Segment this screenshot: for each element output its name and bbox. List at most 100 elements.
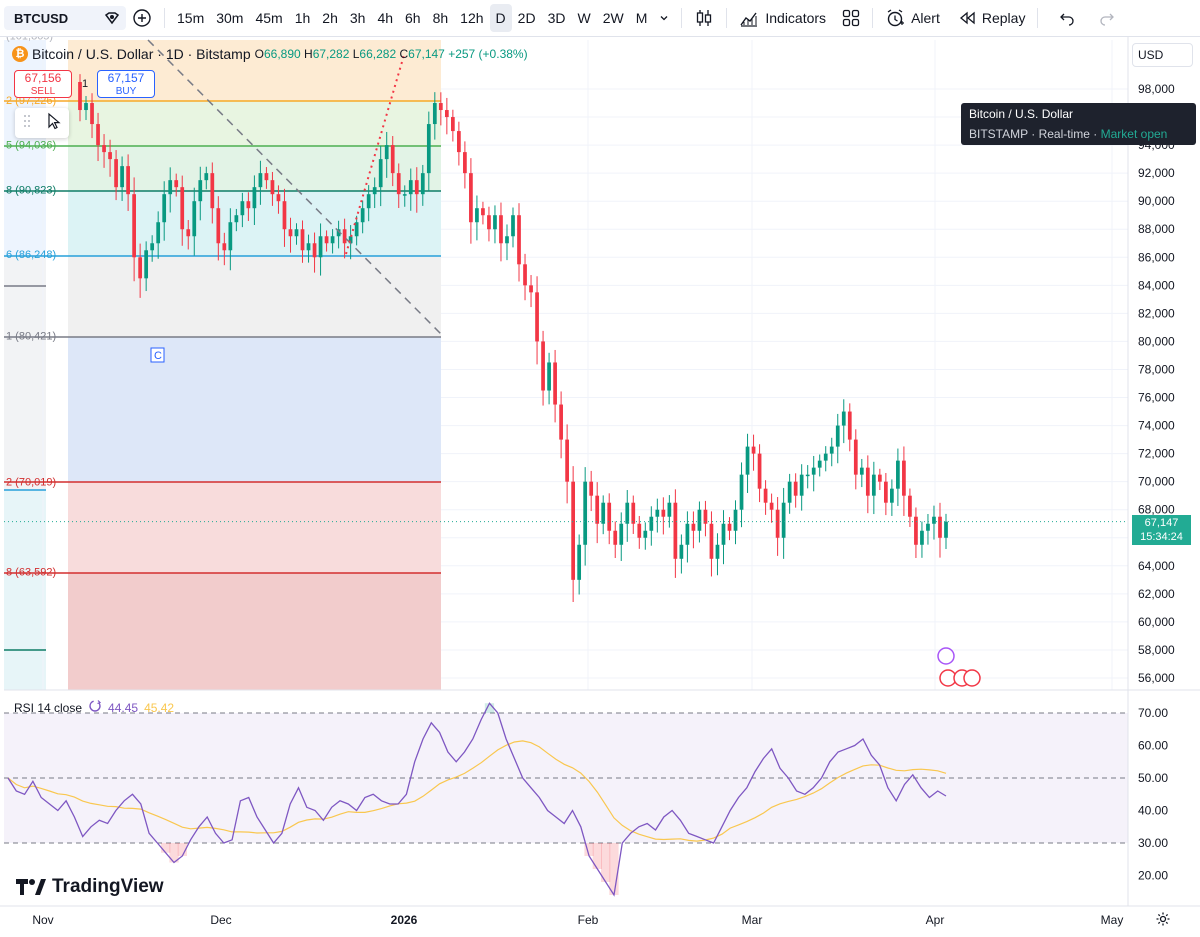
alarm-clock-icon (885, 8, 905, 28)
interval-w[interactable]: W (577, 10, 591, 26)
symbol-search-button[interactable]: BTCUSD (4, 6, 126, 30)
more-intervals-chevron-icon[interactable] (653, 4, 675, 32)
candle (252, 187, 257, 209)
ohlc-values: O66,890 H67,282 L66,282 C67,147 +257 (+0… (254, 47, 528, 61)
candles-chart-type-icon[interactable] (688, 4, 720, 32)
candle (282, 201, 287, 230)
candle (751, 446, 756, 454)
candle (523, 264, 527, 286)
fib-level-label: 1 (80,421) (6, 331, 56, 343)
interval-m[interactable]: M (635, 10, 648, 26)
price-tick-label: 80,000 (1138, 334, 1175, 348)
candle (679, 544, 684, 559)
candle (294, 229, 299, 237)
layout-grid-icon[interactable] (836, 4, 866, 32)
candle (90, 103, 94, 125)
candle (745, 446, 750, 475)
candle (198, 180, 203, 202)
candle (372, 187, 377, 195)
price-tick-label: 86,000 (1138, 250, 1175, 264)
candle (408, 180, 413, 195)
alert-button[interactable]: Alert (879, 4, 946, 32)
candle (553, 362, 557, 405)
interval-2h[interactable]: 2h (322, 10, 338, 26)
candle (547, 362, 551, 391)
interval-3d[interactable]: 3D (547, 10, 566, 26)
redo-icon[interactable] (1092, 4, 1122, 32)
candle (841, 411, 846, 426)
candle (775, 509, 780, 538)
candle (270, 180, 275, 195)
refresh-icon[interactable] (88, 699, 102, 716)
candle (902, 460, 906, 496)
interval-2d[interactable]: 2D (517, 10, 536, 26)
candle (114, 159, 118, 188)
candle (625, 502, 630, 524)
replay-button[interactable]: Replay (952, 4, 1032, 32)
rewind-icon (958, 9, 976, 27)
cursor-arrow-icon[interactable] (46, 112, 62, 135)
rsi-tick-label: 70.00 (1138, 706, 1168, 720)
floating-drawing-toolbar[interactable] (15, 108, 69, 138)
candle (192, 201, 197, 237)
interval-1h[interactable]: 1h (294, 10, 311, 26)
candle (535, 292, 539, 342)
interval-45m[interactable]: 45m (255, 10, 283, 26)
undo-icon[interactable] (1052, 4, 1082, 32)
interval-2w[interactable]: 2W (602, 10, 624, 26)
bitcoin-icon: ₿ (12, 46, 28, 62)
candle (186, 229, 191, 237)
tradingview-logo[interactable]: TradingView (16, 876, 164, 898)
indicators-icon (739, 8, 759, 28)
candle (264, 173, 269, 181)
price-tick-label: 84,000 (1138, 278, 1175, 292)
interval-d[interactable]: D (489, 4, 512, 32)
candle (216, 208, 221, 244)
add-symbol-icon[interactable] (126, 4, 158, 32)
price-tick-label: 70,000 (1138, 475, 1175, 489)
favorite-icon[interactable] (104, 10, 120, 29)
settings-icon[interactable] (1155, 911, 1171, 932)
interval-30m[interactable]: 30m (216, 10, 244, 26)
indicators-button[interactable]: Indicators (733, 4, 832, 32)
toolbar-divider (726, 8, 728, 28)
interval-12h[interactable]: 12h (460, 10, 484, 26)
candle (222, 243, 227, 251)
marker-box (150, 347, 165, 363)
logo-text: TradingView (52, 876, 164, 897)
candle (457, 131, 461, 153)
drawings-layer (4, 40, 46, 690)
fib-band (68, 573, 441, 690)
candle (499, 215, 503, 244)
candle (487, 215, 491, 230)
interval-15m[interactable]: 15m (177, 10, 205, 26)
candle (150, 243, 155, 251)
price-axis: 98,00096,00094,00092,00090,00088,00086,0… (1127, 37, 1200, 900)
interval-4h[interactable]: 4h (377, 10, 394, 26)
candle (805, 474, 810, 477)
candle (763, 488, 768, 503)
price-chart[interactable]: (101,805)2 (97,226)5 (94,036)8 (90,823)6… (0, 37, 1200, 937)
drag-handle-icon[interactable] (23, 114, 31, 133)
candle (896, 460, 900, 489)
interval-8h[interactable]: 8h (432, 10, 449, 26)
candle (697, 509, 702, 531)
buy-price: 67,157 (107, 71, 145, 85)
candle (288, 229, 293, 237)
interval-6h[interactable]: 6h (405, 10, 421, 26)
legend-title[interactable]: Bitcoin / U.S. Dollar · 1D · Bitstamp (32, 46, 251, 62)
toolbar-divider (681, 8, 683, 28)
buy-button[interactable]: 67,157 BUY (97, 70, 155, 98)
currency-selector[interactable]: USD (1132, 43, 1193, 67)
candle (938, 516, 942, 538)
rsi-title[interactable]: RSI 14 close (14, 700, 83, 715)
candle (871, 474, 876, 496)
rsi-axis-bg (1129, 692, 1200, 900)
price-tick-label: 72,000 (1138, 447, 1175, 461)
candle (432, 103, 437, 125)
interval-3h[interactable]: 3h (349, 10, 366, 26)
sell-button[interactable]: 67,156 SELL (14, 70, 72, 98)
candle (450, 117, 455, 132)
candle (444, 110, 449, 118)
price-tick-label: 76,000 (1138, 391, 1175, 405)
